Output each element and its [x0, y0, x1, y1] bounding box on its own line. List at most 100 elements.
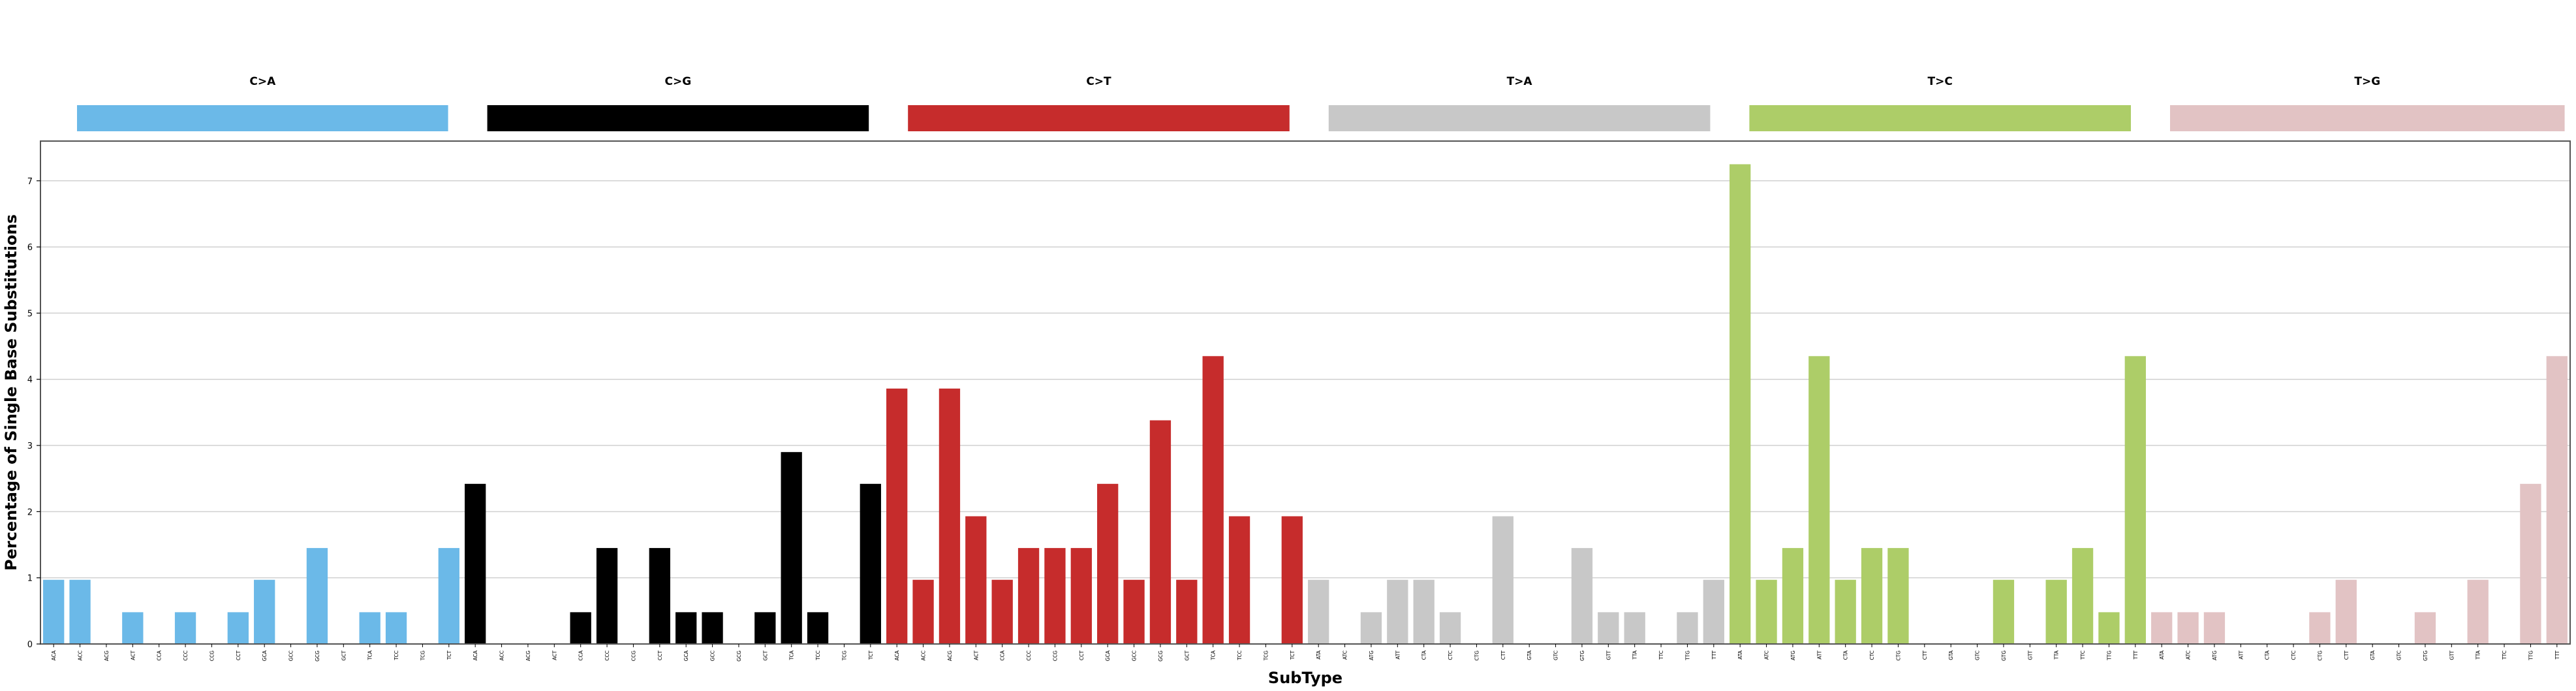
- group-label: C>G: [665, 75, 692, 88]
- x-tick-label: TTT: [1711, 651, 1717, 660]
- x-tick-label: TCC: [394, 651, 399, 661]
- x-tick-label: CCA: [578, 650, 584, 660]
- x-tick-label: CTG: [2317, 651, 2323, 661]
- x-tick-label: GCG: [315, 651, 320, 662]
- bar: [438, 548, 459, 644]
- bar: [1202, 356, 1224, 644]
- x-tick-label: GTT: [2449, 651, 2455, 660]
- bar: [2124, 356, 2146, 644]
- x-tick-label: ACT: [973, 651, 979, 660]
- x-tick-label: GTT: [2027, 651, 2033, 660]
- bar: [465, 483, 486, 644]
- group-label: T>C: [1928, 75, 1953, 88]
- x-tick-label: GTA: [1948, 650, 1954, 660]
- bar: [1887, 548, 1909, 644]
- x-tick-label: GCA: [1105, 650, 1111, 661]
- x-tick-label: GTC: [2397, 651, 2402, 660]
- bar: [965, 516, 987, 644]
- bar: [1808, 356, 1830, 644]
- bar: [807, 612, 829, 644]
- bar: [570, 612, 591, 644]
- bar: [991, 579, 1013, 644]
- x-tick-label: TCC: [815, 651, 821, 661]
- group-color-bar: [1749, 105, 2131, 131]
- x-tick-label: TTG: [2528, 651, 2534, 661]
- bar: [1308, 579, 1329, 644]
- bar: [1677, 612, 1698, 644]
- y-tick-label: 2: [27, 507, 33, 517]
- bar: [227, 612, 249, 644]
- x-tick-label: CTT: [1500, 651, 1506, 660]
- x-tick-label: GCT: [1184, 651, 1190, 661]
- x-tick-label: ATA: [1316, 650, 1322, 660]
- x-tick-label: CCC: [183, 651, 189, 661]
- bar: [174, 612, 196, 644]
- plot-frame: [40, 140, 2571, 645]
- bar: [1993, 579, 2015, 644]
- bar: [2151, 612, 2173, 644]
- bar: [1360, 612, 1382, 644]
- x-tick-label: ACC: [921, 651, 927, 660]
- bar: [43, 579, 65, 644]
- x-tick-label: CTT: [1922, 651, 1928, 660]
- bar: [2520, 483, 2541, 644]
- x-tick-label: GCT: [341, 651, 347, 661]
- x-tick-label: CCA: [1000, 650, 1006, 660]
- x-tick-label: ATG: [2212, 651, 2218, 660]
- x-tick-label: GCT: [762, 651, 768, 661]
- x-tick-label: ACT: [130, 651, 136, 660]
- x-tick-label: ATC: [1342, 651, 1348, 660]
- x-tick-label: TCA: [1211, 650, 1217, 660]
- bar: [2309, 612, 2331, 644]
- bar: [1730, 164, 1751, 645]
- bar: [702, 612, 723, 644]
- bar: [1439, 612, 1461, 644]
- bar: [1571, 548, 1593, 644]
- y-tick-label: 6: [27, 243, 33, 253]
- x-tick-label: GTG: [1579, 651, 1585, 661]
- x-tick-label: ATT: [2238, 651, 2244, 660]
- bar: [306, 548, 328, 644]
- x-tick-label: GTG: [2001, 651, 2007, 661]
- group-color-bar: [908, 105, 1290, 131]
- x-tick-label: ATT: [1816, 651, 1822, 660]
- x-tick-label: ACA: [473, 650, 478, 660]
- bar: [122, 612, 144, 644]
- y-tick-label: 7: [27, 177, 33, 187]
- x-tick-label: GCC: [288, 651, 294, 661]
- bar: [1624, 612, 1645, 644]
- x-tick-label: TTA: [1632, 650, 1638, 660]
- bar: [1044, 548, 1066, 644]
- bar: [912, 579, 934, 644]
- bar: [1097, 483, 1119, 644]
- bar: [1756, 579, 1777, 644]
- x-tick-label: GTC: [1553, 651, 1559, 660]
- bar: [1228, 516, 1250, 644]
- x-tick-label: TCG: [1263, 651, 1269, 661]
- x-tick-label: TTC: [2502, 651, 2507, 660]
- x-tick-label: TTC: [1658, 651, 1664, 660]
- bar: [385, 612, 407, 644]
- x-tick-label: CTC: [1869, 651, 1875, 660]
- x-tick-label: ACG: [947, 651, 953, 661]
- bar: [2467, 579, 2489, 644]
- bar: [1413, 579, 1435, 644]
- bar: [2098, 612, 2120, 644]
- x-tick-label: TTT: [2133, 651, 2139, 660]
- x-tick-label: CTT: [2344, 651, 2350, 660]
- bar: [2414, 612, 2436, 644]
- group-color-bar: [487, 105, 869, 131]
- bar: [939, 388, 961, 644]
- x-tick-label: TCT: [1290, 651, 1296, 660]
- x-tick-label: CCG: [209, 651, 215, 661]
- bar: [2072, 548, 2094, 644]
- x-tick-label: ATC: [2186, 651, 2192, 660]
- x-tick-label: GTA: [2370, 650, 2376, 660]
- bar: [1070, 548, 1092, 644]
- x-tick-label: GCC: [710, 651, 716, 661]
- bar: [2177, 612, 2199, 644]
- x-tick-label: TCG: [420, 651, 426, 661]
- x-tick-label: ACC: [499, 651, 505, 660]
- x-tick-label: GTA: [1527, 650, 1532, 660]
- bar: [781, 452, 802, 644]
